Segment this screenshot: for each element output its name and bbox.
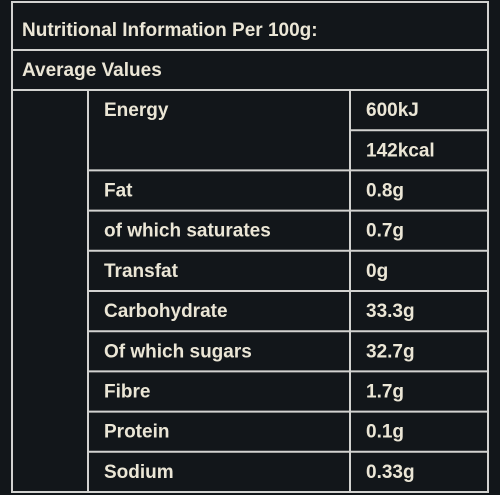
amount: 0.1g <box>366 422 404 443</box>
nutrient-label: Sodium <box>104 462 174 483</box>
subtitle: Average Values <box>22 60 162 81</box>
nutrient-label: Transfat <box>104 261 179 282</box>
nutrient-label: Carbohydrate <box>104 301 228 322</box>
amount: 1.7g <box>366 382 404 403</box>
outer-border <box>11 1 489 493</box>
amount: 0g <box>366 261 388 282</box>
nutrient-label: Protein <box>104 422 169 443</box>
title: Nutritional Information Per 100g: <box>22 20 318 41</box>
nutrient-label: Energy <box>104 100 169 121</box>
amount: 0.33g <box>366 462 415 483</box>
amount: 32.7g <box>366 341 415 362</box>
nutrient-label: of which saturates <box>104 221 271 242</box>
nutrient-label: Fibre <box>104 382 150 403</box>
nutrient-label: Fat <box>104 181 133 202</box>
amount: 142kcal <box>366 140 435 161</box>
amount: 33.3g <box>366 301 415 322</box>
amount: 0.7g <box>366 221 404 242</box>
amount: 600kJ <box>366 100 419 121</box>
amount: 0.8g <box>366 181 404 202</box>
nutrient-label: Of which sugars <box>104 341 252 362</box>
